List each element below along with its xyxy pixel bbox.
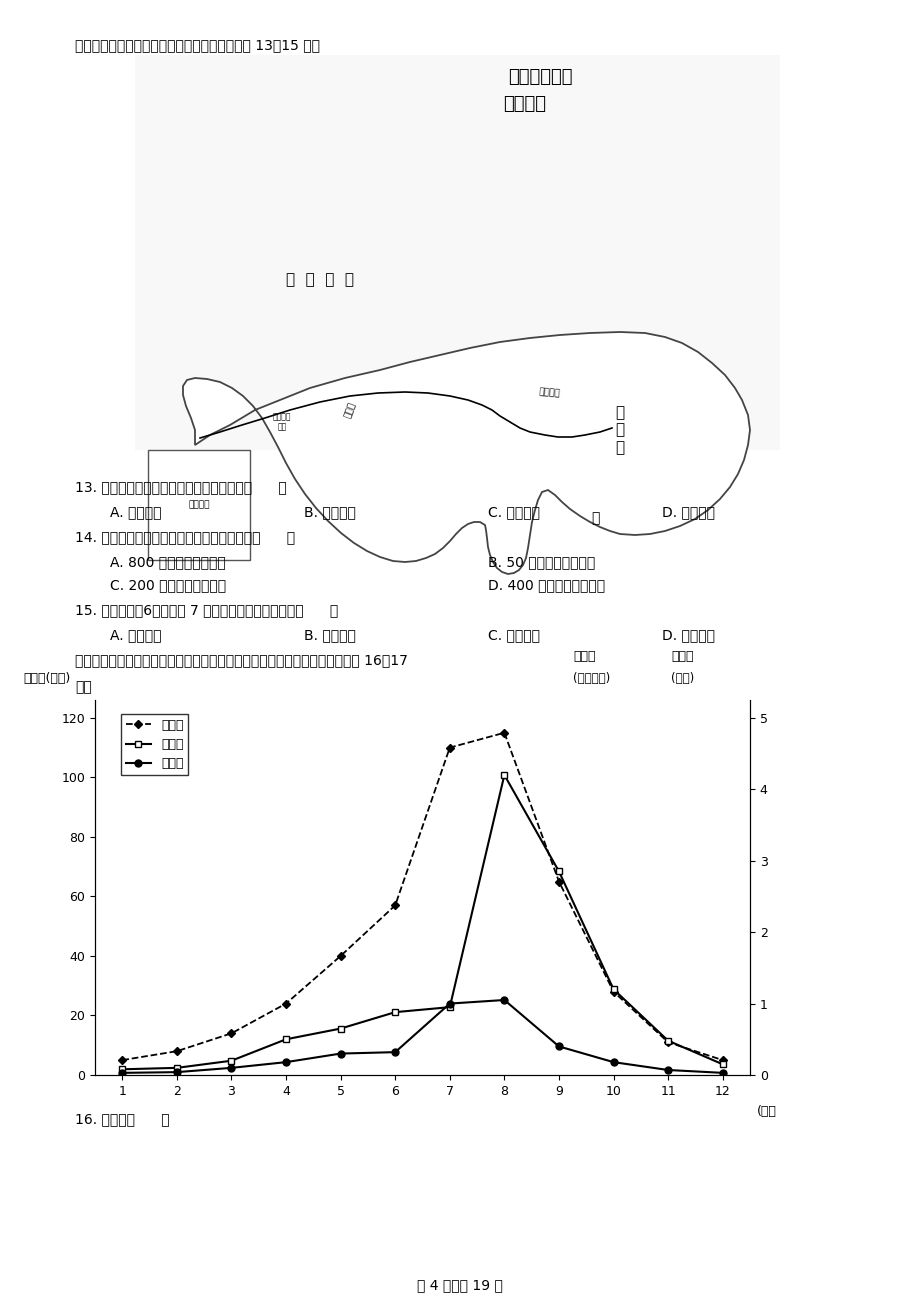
降水量	[171, 1043, 182, 1059]
Text: 贺兰山: 贺兰山	[343, 401, 357, 419]
Bar	[135, 55, 779, 450]
Text: (亿立方米): (亿立方米)	[573, 672, 609, 685]
输沙量	[390, 1044, 401, 1060]
Text: 阴山山脉: 阴山山脉	[539, 388, 561, 398]
Text: 14. 图示季风区与非季风区的分界线大致经过（      ）: 14. 图示季风区与非季风区的分界线大致经过（ ）	[75, 530, 295, 544]
输沙量	[226, 1060, 237, 1075]
Text: (亿吨): (亿吨)	[671, 672, 694, 685]
Text: D. 400 毫米年等降水量线: D. 400 毫米年等降水量线	[487, 578, 604, 592]
Text: 非季风区: 非季风区	[503, 95, 546, 113]
Text: B. 华北地区: B. 华北地区	[303, 628, 355, 642]
径流量	[662, 1032, 673, 1048]
径流量	[553, 863, 564, 879]
输沙量	[717, 1065, 728, 1081]
Text: 南海诸岛: 南海诸岛	[188, 500, 210, 509]
Text: A. 800 毫米年等降水量线: A. 800 毫米年等降水量线	[110, 555, 226, 569]
Text: 季
风
区: 季 风 区	[615, 405, 624, 454]
Text: (月）: (月）	[755, 1105, 776, 1118]
降水量	[117, 1052, 128, 1068]
输沙量	[498, 992, 509, 1008]
降水量	[444, 740, 455, 755]
径流量	[498, 767, 509, 783]
Text: 输沙量: 输沙量	[671, 650, 693, 663]
Text: 巴颜喀拉
山脉: 巴颜喀拉 山脉	[272, 413, 291, 432]
Text: B. 纬度位置: B. 纬度位置	[303, 505, 355, 519]
Text: D. 东北地区: D. 东北地区	[662, 628, 715, 642]
Text: 径流量: 径流量	[573, 650, 595, 663]
Text: 区: 区	[590, 510, 598, 525]
径流量	[171, 1060, 182, 1075]
降水量	[553, 874, 564, 889]
输沙量	[662, 1062, 673, 1078]
输沙量	[171, 1064, 182, 1079]
降水量	[280, 996, 291, 1012]
Text: 如图为我国某河流中游多年月平均降水量、径流量、输沙量变化图，完成下面 16～17: 如图为我国某河流中游多年月平均降水量、径流量、输沙量变化图，完成下面 16～17	[75, 654, 407, 667]
Text: 降水量(毫米): 降水量(毫米)	[23, 672, 70, 685]
降水量	[335, 948, 346, 963]
Text: 非  季  风  区: 非 季 风 区	[286, 272, 354, 288]
Text: 第 4 页，共 19 页: 第 4 页，共 19 页	[416, 1279, 503, 1292]
Text: A. 南部沿海: A. 南部沿海	[110, 628, 162, 642]
径流量	[607, 982, 618, 997]
输沙量	[607, 1055, 618, 1070]
径流量	[280, 1031, 291, 1047]
降水量	[717, 1052, 728, 1068]
Legend: 降水量, 径流量, 输沙量: 降水量, 径流量, 输沙量	[120, 713, 188, 775]
Line: 降水量: 降水量	[119, 730, 725, 1062]
Line: 输沙量: 输沙量	[119, 996, 725, 1077]
降水量	[226, 1026, 237, 1042]
Bar	[148, 450, 250, 560]
Text: 16. 该流域（      ）: 16. 该流域（ ）	[75, 1112, 169, 1126]
径流量	[226, 1053, 237, 1069]
Text: C. 江淮地区: C. 江淮地区	[487, 628, 539, 642]
降水量	[498, 725, 509, 741]
Polygon shape	[183, 332, 749, 574]
输沙量	[335, 1046, 346, 1061]
Text: D. 人类活动: D. 人类活动	[662, 505, 715, 519]
Text: 题。: 题。	[75, 680, 92, 694]
Text: C. 地形因素: C. 地形因素	[487, 505, 539, 519]
径流量	[444, 1000, 455, 1016]
Text: 中国季风区和: 中国季风区和	[507, 68, 572, 86]
输沙量	[444, 996, 455, 1012]
降水量	[390, 897, 401, 913]
Text: 读我国季风区与非季风区分布示意图，完成下面 13～15 题。: 读我国季风区与非季风区分布示意图，完成下面 13～15 题。	[75, 38, 320, 52]
Text: 15. 通常年份，6月中旬到 7 月中旬的梅雨影响范围是（      ）: 15. 通常年份，6月中旬到 7 月中旬的梅雨影响范围是（ ）	[75, 603, 338, 617]
径流量	[390, 1004, 401, 1019]
Text: C. 200 毫米年等降水量线: C. 200 毫米年等降水量线	[110, 578, 226, 592]
Text: A. 海陆位置: A. 海陆位置	[110, 505, 162, 519]
输沙量	[280, 1055, 291, 1070]
径流量	[717, 1056, 728, 1072]
降水量	[662, 1035, 673, 1051]
径流量	[335, 1021, 346, 1036]
Text: B. 50 毫米年等降水量线: B. 50 毫米年等降水量线	[487, 555, 595, 569]
径流量	[117, 1061, 128, 1077]
Line: 径流量: 径流量	[119, 772, 725, 1073]
Text: 13. 我国季风气候显著，其主要影响因素是（      ）: 13. 我国季风气候显著，其主要影响因素是（ ）	[75, 480, 287, 493]
降水量	[607, 984, 618, 1000]
输沙量	[553, 1039, 564, 1055]
输沙量	[117, 1065, 128, 1081]
